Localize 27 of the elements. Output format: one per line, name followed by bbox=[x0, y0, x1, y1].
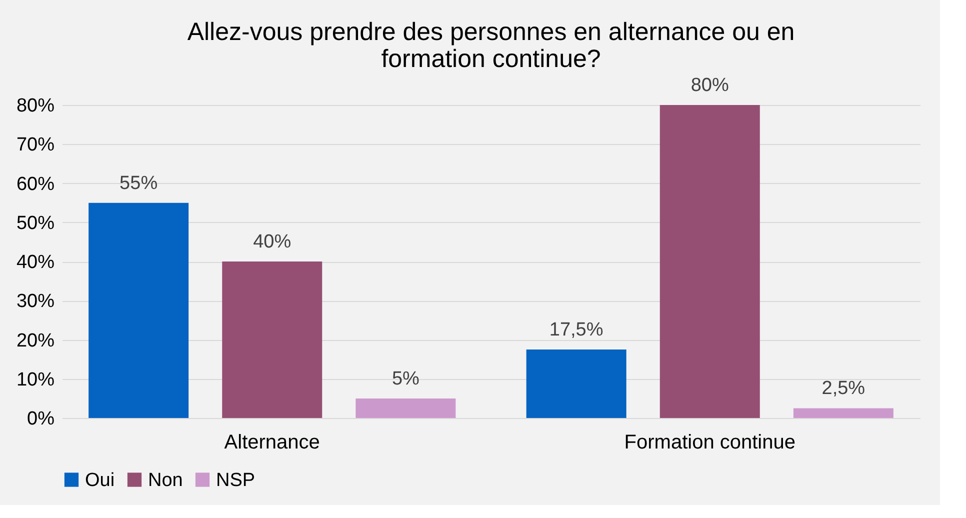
y-tick-label: 20% bbox=[16, 330, 55, 352]
y-tick-label: 60% bbox=[16, 174, 55, 195]
legend-label: Oui bbox=[85, 470, 115, 491]
x-tick-label: Alternance bbox=[224, 432, 320, 454]
y-tick-label: 10% bbox=[16, 369, 55, 390]
bar bbox=[88, 202, 189, 418]
y-tick-label: 0% bbox=[27, 408, 55, 430]
data-label: 40% bbox=[253, 232, 292, 252]
data-label: 80% bbox=[690, 75, 729, 96]
y-tick-label: 40% bbox=[16, 252, 55, 273]
y-tick-label: 80% bbox=[16, 96, 55, 116]
data-label: 17,5% bbox=[549, 320, 604, 341]
bar bbox=[222, 262, 322, 418]
bar bbox=[526, 350, 626, 418]
bar bbox=[660, 105, 760, 418]
x-tick-label: Formation continue bbox=[624, 432, 796, 454]
y-tick-label: 50% bbox=[16, 212, 55, 234]
data-label: 5% bbox=[392, 368, 420, 390]
bar bbox=[356, 398, 456, 418]
y-tick-label: 30% bbox=[16, 291, 55, 312]
legend-label: NSP bbox=[216, 470, 256, 491]
chart-title: Allez-vous prendre des personnes en alternance ou en formation continue? bbox=[187, 18, 795, 73]
legend-label: Non bbox=[148, 470, 183, 491]
data-label: 55% bbox=[120, 172, 158, 194]
data-label: 2,5% bbox=[822, 378, 866, 400]
y-tick-label: 70% bbox=[16, 134, 55, 156]
bar bbox=[793, 408, 894, 418]
